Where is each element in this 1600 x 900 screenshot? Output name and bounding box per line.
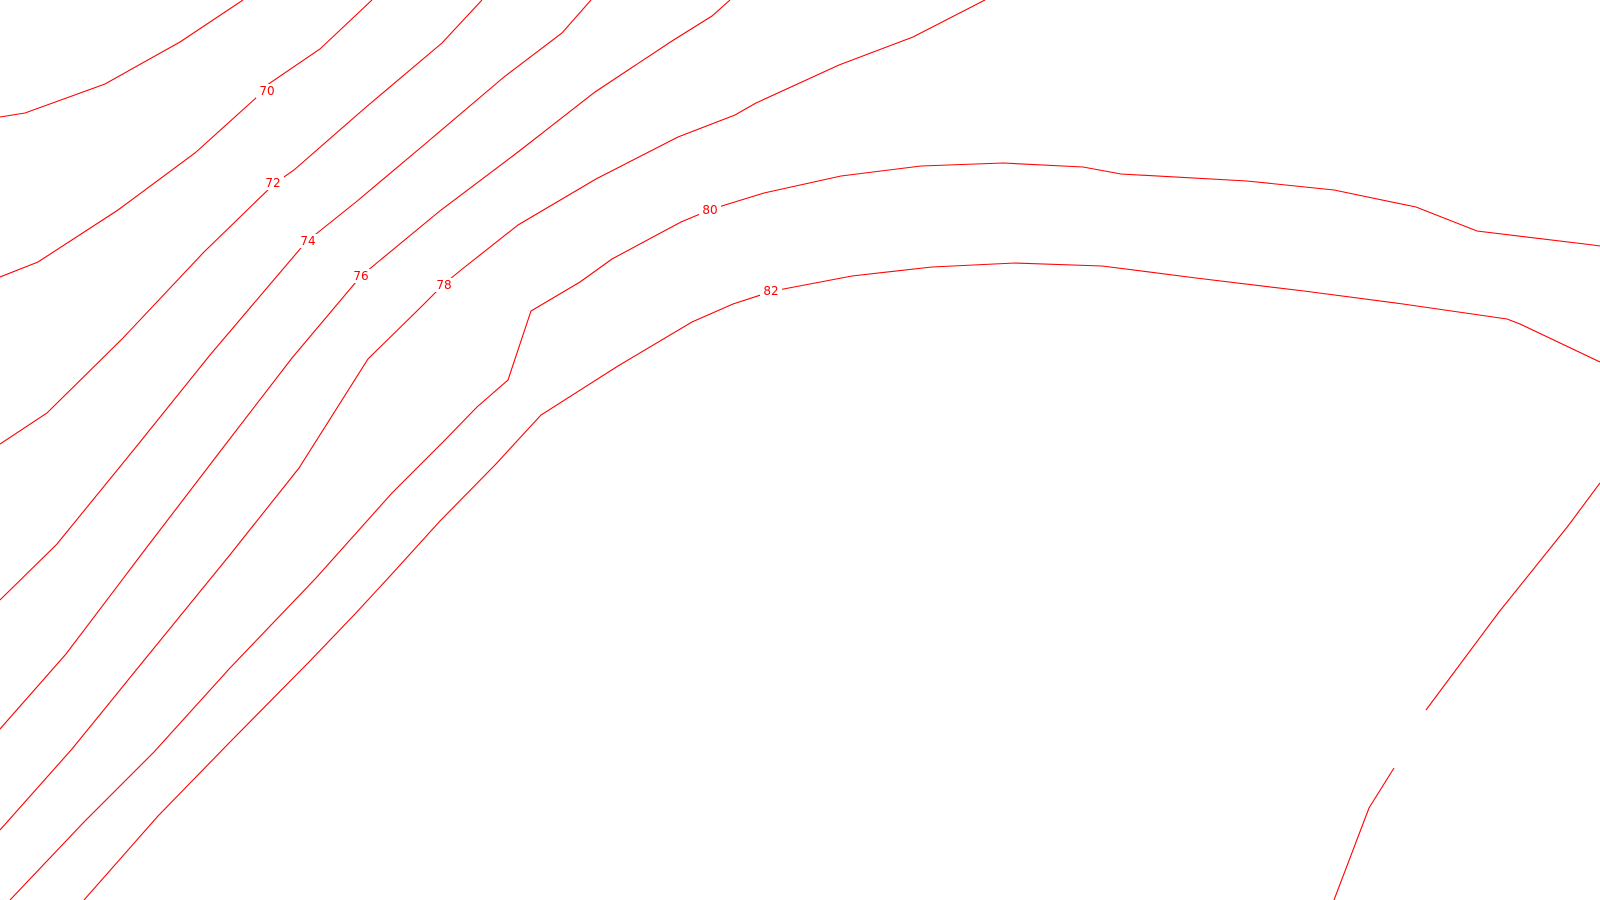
- contour-label-76: 76: [353, 269, 368, 283]
- contour-line-82: 82: [83, 262, 1600, 900]
- label-mask: [350, 269, 372, 283]
- contour-line-path: [0, 0, 244, 118]
- contour-line-70: 70: [0, 0, 373, 278]
- contour-label-72: 72: [265, 176, 280, 190]
- contour-line-path: [0, 0, 731, 730]
- contour-line-right: [1333, 482, 1600, 900]
- contour-line-path: [1333, 767, 1395, 900]
- label-mask: [256, 84, 278, 98]
- contour-label-70: 70: [259, 84, 274, 98]
- contour-line-78: 78: [0, 0, 986, 831]
- contour-line-path: [1425, 482, 1600, 711]
- contour-line-76: 76: [0, 0, 731, 730]
- contour-line-80: 80: [9, 162, 1600, 900]
- contour-label-82: 82: [763, 284, 778, 298]
- contour-line-path: [83, 262, 1600, 900]
- contour-line-path: [9, 162, 1600, 900]
- label-mask: [699, 203, 721, 217]
- contour-line-68: [0, 0, 244, 118]
- label-mask: [760, 284, 782, 298]
- contour-line-path: [0, 0, 986, 831]
- contour-line-72: 72: [0, 0, 483, 445]
- label-mask: [262, 176, 284, 190]
- contour-line-path: [0, 0, 373, 278]
- contour-label-74: 74: [300, 234, 315, 248]
- label-mask: [433, 278, 455, 292]
- contour-line-74: 74: [0, 0, 592, 601]
- contour-label-80: 80: [702, 203, 717, 217]
- label-mask: [297, 234, 319, 248]
- contour-label-78: 78: [436, 278, 451, 292]
